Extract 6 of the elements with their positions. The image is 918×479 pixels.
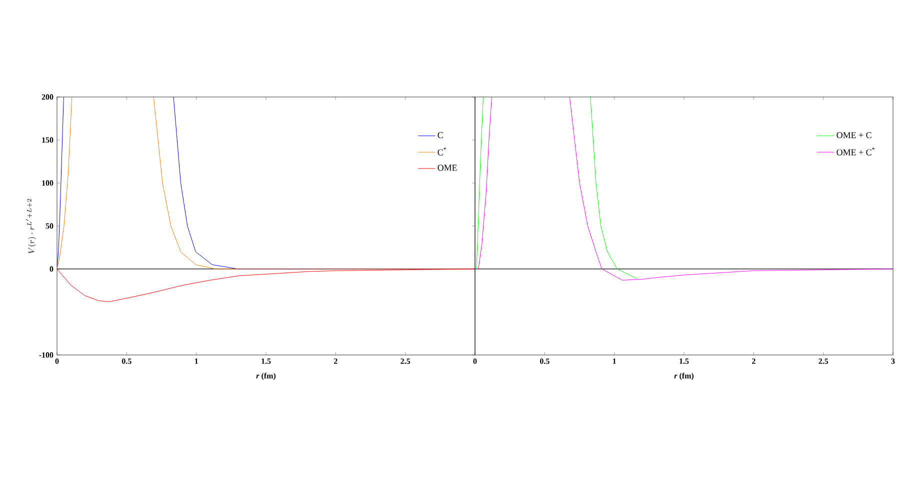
legend-label: OME xyxy=(438,164,457,171)
legend-label: OME + C$^{*}$ xyxy=(836,148,874,156)
legend-label: C$^{*}$ xyxy=(438,148,446,156)
y-axis-title: $V(r)\cdot r^{L'+L+2}$ xyxy=(26,199,36,254)
legend-label: C xyxy=(438,132,443,138)
legend-label: OME + C xyxy=(836,132,872,138)
